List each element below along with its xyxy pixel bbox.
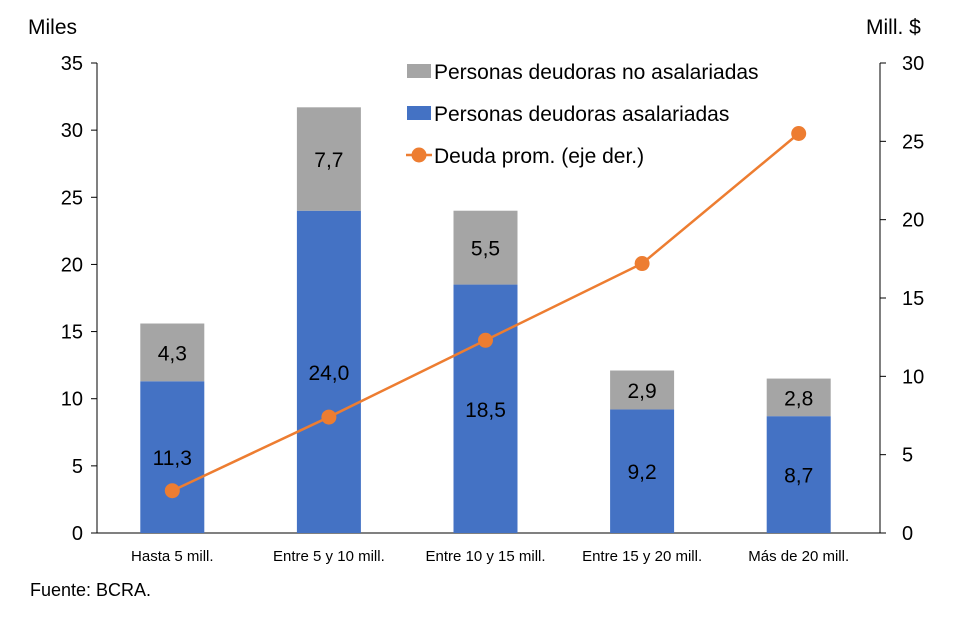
data-label: 18,5 — [465, 399, 506, 422]
data-label: 4,3 — [158, 342, 187, 365]
data-label: 24,0 — [308, 362, 349, 385]
axes: 0 5 10 15 20 25 30 35 0 5 10 15 20 25 30 Hasta 5 mill. E… — [61, 53, 925, 565]
line-marker — [634, 256, 650, 272]
x-tick-label: Entre 10 y 15 mill. — [425, 548, 545, 565]
y2-tick-label: 15 — [902, 288, 924, 310]
legend-label: Personas deudoras asalariadas — [434, 103, 729, 126]
line-marker — [321, 409, 337, 425]
bar — [766, 416, 831, 533]
y-tick-label: 15 — [61, 322, 83, 344]
legend-swatch — [407, 64, 431, 78]
y-axis-label: Miles — [28, 16, 77, 39]
bar — [453, 284, 518, 533]
data-label: 2,8 — [784, 387, 813, 410]
bar — [610, 409, 675, 533]
bar — [140, 323, 205, 382]
x-tick-label: Entre 5 y 10 mill. — [273, 548, 385, 565]
data-label: 8,7 — [784, 465, 813, 488]
legend-label: Deuda prom. (eje der.) — [434, 145, 644, 168]
y2-tick-label: 20 — [902, 210, 924, 232]
y2-tick-label: 10 — [902, 366, 924, 388]
x-tick-label: Más de 20 mill. — [748, 548, 849, 565]
y2-tick-label: 25 — [902, 131, 924, 153]
data-label: 11,3 — [153, 447, 192, 470]
y2-tick-label: 0 — [902, 523, 913, 545]
line-marker — [791, 126, 807, 141]
y-tick-label: 35 — [61, 53, 83, 75]
legend-swatch — [407, 106, 431, 120]
bar — [296, 107, 361, 211]
bars: 11,3 4,3 24,0 7,7 18,5 5,5 9,2 2,9 8,7 2,8 — [140, 107, 831, 533]
x-tick-label: Entre 15 y 20 mill. — [582, 548, 702, 565]
legend: Personas deudoras no asalariadas Personas… — [406, 61, 759, 168]
data-label: 7,7 — [314, 149, 343, 172]
y2-axis-label: Mill. $ — [866, 16, 921, 39]
bar — [296, 210, 361, 533]
bar — [610, 370, 675, 410]
y-tick-label: 0 — [72, 523, 83, 545]
data-label: 9,2 — [627, 461, 656, 484]
y-tick-label: 30 — [61, 120, 83, 142]
y-tick-label: 25 — [61, 187, 83, 209]
source-note: Fuente: BCRA. — [30, 580, 151, 600]
y-tick-label: 10 — [61, 389, 83, 411]
line-series — [164, 126, 807, 499]
data-label: 5,5 — [471, 238, 500, 261]
line-marker — [478, 332, 493, 348]
x-tick-label: Hasta 5 mill. — [131, 548, 214, 565]
y-tick-label: 5 — [72, 456, 83, 478]
legend-marker — [411, 147, 427, 163]
legend-label: Personas deudoras no asalariadas — [434, 61, 759, 84]
y2-tick-label: 5 — [902, 445, 913, 467]
bar — [140, 381, 205, 533]
line-marker — [164, 483, 180, 499]
bar — [453, 210, 518, 285]
y2-tick-label: 30 — [902, 53, 924, 75]
data-label: 2,9 — [627, 380, 656, 403]
y-tick-label: 20 — [61, 254, 83, 276]
bar — [766, 378, 831, 417]
